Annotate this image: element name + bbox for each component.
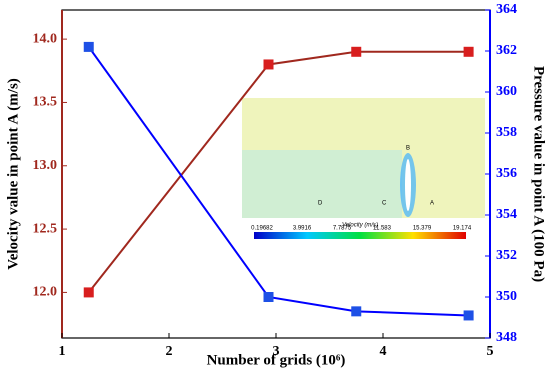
y2-tick-label: 356 xyxy=(496,166,517,181)
inset-label: B xyxy=(406,146,410,152)
point-marker xyxy=(83,287,94,298)
point-marker xyxy=(351,306,362,317)
inset-label: A xyxy=(430,201,434,207)
point-marker xyxy=(351,46,362,57)
y2-tick-label: 348 xyxy=(496,330,517,345)
x-tick-label: 3 xyxy=(273,344,280,359)
point-marker xyxy=(263,292,274,302)
x-tick-label: 4 xyxy=(380,344,387,359)
inset-label: C xyxy=(382,201,387,207)
y-axis-label: Velocity value in point A (m/s) xyxy=(5,78,21,270)
point-marker xyxy=(463,46,474,57)
point-marker xyxy=(463,310,474,321)
colorbar-tick-label: 7.7875 xyxy=(333,226,352,232)
y2-tick-label: 360 xyxy=(496,84,517,99)
y-tick-label: 13.0 xyxy=(33,158,58,173)
y2-tick-label: 354 xyxy=(496,207,517,222)
y-tick-label: 14.0 xyxy=(33,31,58,46)
y-tick-label: 12.5 xyxy=(33,221,58,236)
series-line xyxy=(87,50,469,294)
inset-label: D xyxy=(318,201,323,207)
x-tick-label: 1 xyxy=(59,344,66,359)
colorbar-tick-label: 0.19682 xyxy=(251,226,273,232)
y-tick-label: 12.0 xyxy=(33,285,58,300)
y2-tick-label: 350 xyxy=(496,289,517,304)
inset-image xyxy=(242,98,485,239)
y2-tick-label: 352 xyxy=(496,248,517,263)
y2-tick-label: 364 xyxy=(496,2,517,17)
point-marker xyxy=(263,59,274,70)
x-axis-label: Number of grids (10⁶) xyxy=(207,352,346,368)
colorbar-tick-label: 19.174 xyxy=(453,226,472,232)
y2-axis-label: Pressure value in point A (100 Pa) xyxy=(531,66,547,282)
x-tick-label: 2 xyxy=(166,344,173,359)
series-line xyxy=(87,46,469,317)
x-tick-label: 5 xyxy=(487,344,494,359)
point-marker xyxy=(83,41,94,52)
colorbar-tick-label: 11.583 xyxy=(373,226,392,232)
y2-tick-label: 358 xyxy=(496,125,517,140)
y-tick-label: 13.5 xyxy=(33,95,58,110)
colorbar-title: Velocity (m/s) xyxy=(342,223,378,229)
y2-tick-label: 362 xyxy=(496,43,517,58)
colorbar-tick-label: 15.379 xyxy=(413,226,432,232)
colorbar-tick-label: 3.9916 xyxy=(293,226,312,232)
